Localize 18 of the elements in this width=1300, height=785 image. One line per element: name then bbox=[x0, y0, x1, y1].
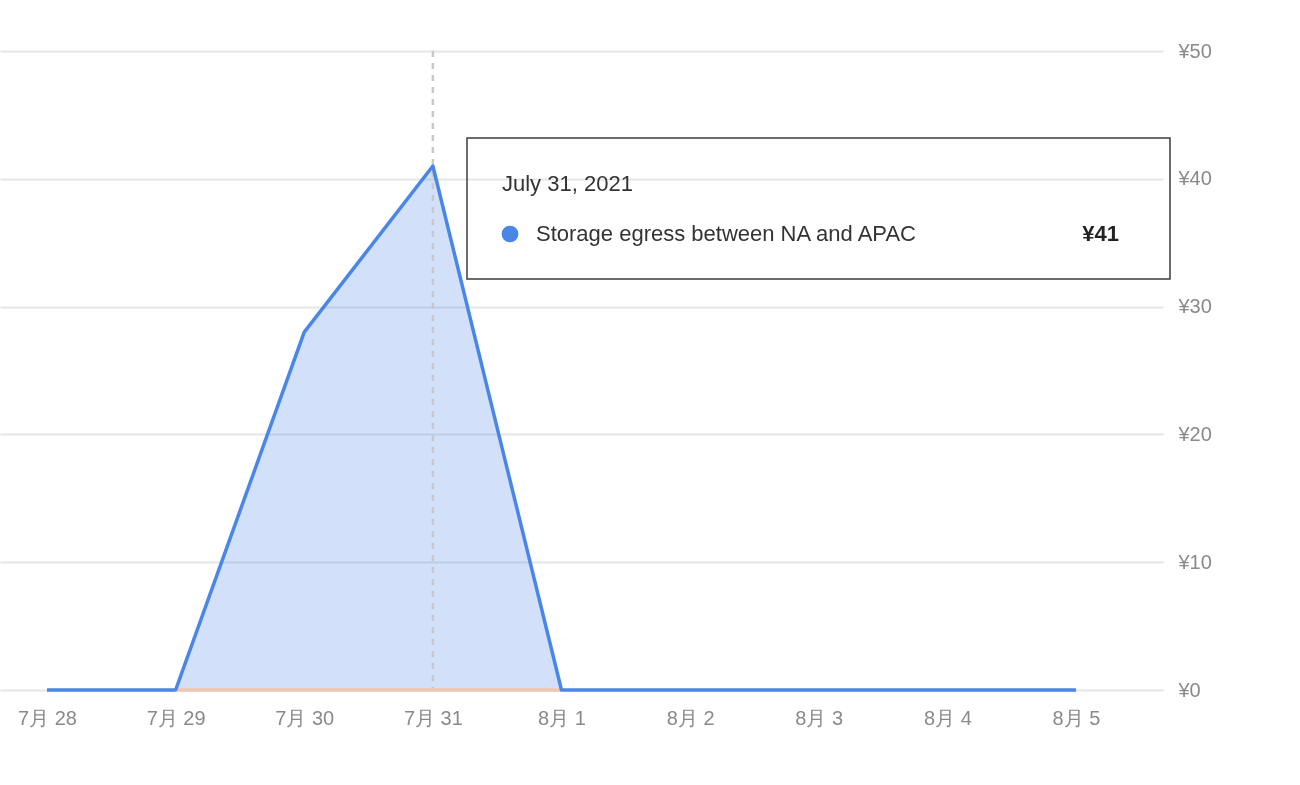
x-tick-label: 7月 28 bbox=[18, 706, 77, 729]
x-tick-label: 7月 30 bbox=[275, 706, 335, 729]
x-tick-label: 8月 1 bbox=[538, 706, 586, 729]
x-tick-label: 8月 2 bbox=[666, 706, 715, 729]
y-tick-label: ¥50 bbox=[1177, 39, 1212, 62]
x-tick-label: 7月 31 bbox=[403, 706, 463, 729]
x-tick-label: 8月 3 bbox=[795, 706, 844, 729]
annotation: July 31, 2021 bbox=[502, 171, 633, 196]
y-tick-label: ¥30 bbox=[1177, 295, 1212, 318]
legend-label: Storage egress between NA and APAC bbox=[536, 221, 917, 246]
annotation: ¥41 bbox=[1082, 221, 1119, 246]
y-tick-label: ¥10 bbox=[1177, 550, 1212, 573]
y-tick-label: ¥20 bbox=[1177, 422, 1212, 445]
y-tick-label: ¥0 bbox=[1177, 678, 1201, 701]
y-tick-label: ¥40 bbox=[1177, 167, 1212, 190]
x-tick-label: 7月 29 bbox=[146, 706, 206, 729]
x-tick-label: 8月 5 bbox=[1052, 706, 1101, 729]
x-tick-label: 8月 4 bbox=[923, 706, 972, 729]
